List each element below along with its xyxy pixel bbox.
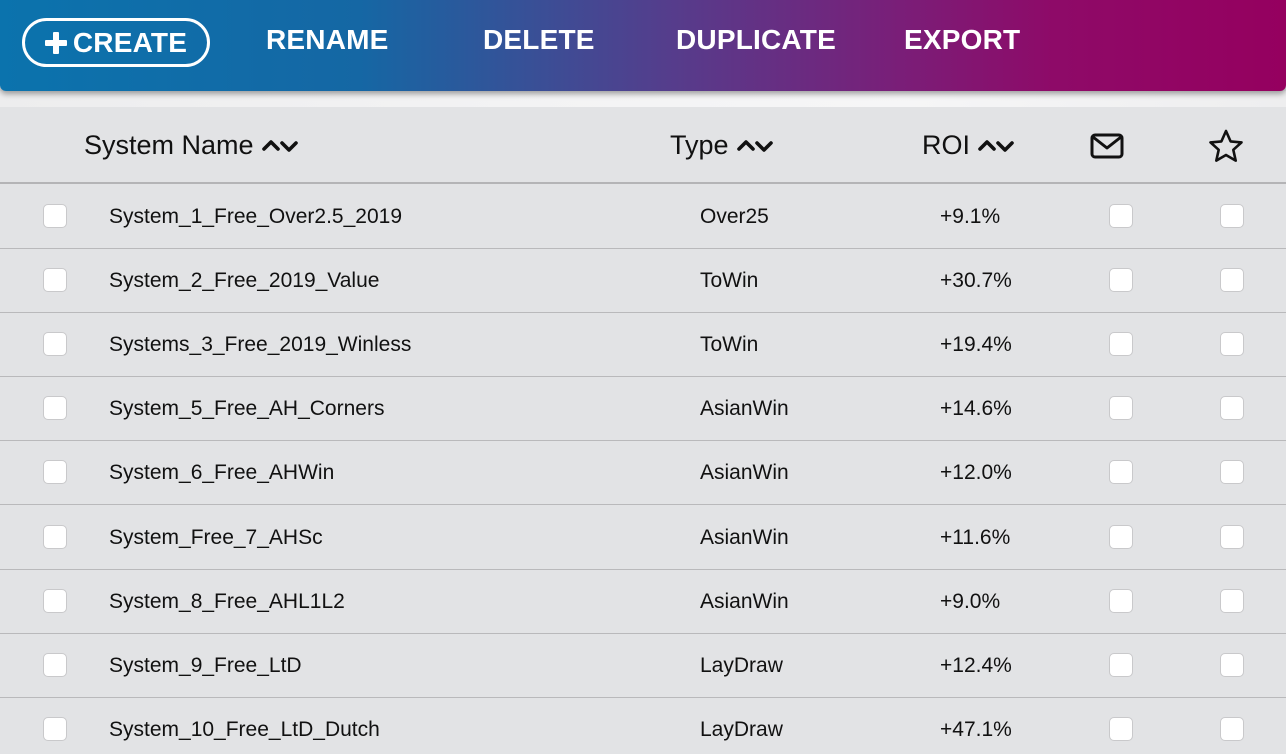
system-type-cell: LayDraw	[700, 717, 783, 741]
column-header-roi-label: ROI	[922, 130, 971, 160]
column-header-name-label: System Name	[84, 130, 254, 160]
system-type-cell: ToWin	[700, 269, 759, 293]
favorite-checkbox[interactable]	[1220, 652, 1244, 677]
sort-icon[interactable]	[978, 138, 1014, 154]
email-alert-checkbox[interactable]	[1109, 652, 1133, 677]
export-button[interactable]: EXPORT	[904, 24, 1021, 55]
roi-cell: +9.0%	[940, 589, 1001, 613]
delete-button[interactable]: DELETE	[483, 24, 595, 55]
email-alert-checkbox[interactable]	[1109, 460, 1133, 485]
email-alert-checkbox[interactable]	[1109, 204, 1133, 228]
favorite-checkbox[interactable]	[1220, 588, 1244, 613]
row-select-checkbox[interactable]	[43, 460, 67, 485]
roi-cell: +14.6%	[940, 397, 1012, 421]
row-select-checkbox[interactable]	[43, 268, 67, 293]
table-header: System Name Type ROI	[0, 107, 1286, 184]
roi-cell: +19.4%	[940, 333, 1012, 357]
column-header-email[interactable]	[1090, 107, 1124, 184]
system-type-cell: Over25	[700, 205, 769, 228]
system-name-cell: System_9_Free_LtD	[109, 653, 302, 677]
system-type-cell: AsianWin	[700, 589, 789, 613]
mail-icon	[1090, 133, 1124, 158]
system-name-cell: System_Free_7_AHSc	[109, 525, 323, 549]
email-alert-checkbox[interactable]	[1109, 588, 1133, 613]
roi-cell: +47.1%	[940, 717, 1012, 741]
system-name-cell: System_1_Free_Over2.5_2019	[109, 205, 403, 228]
favorite-checkbox[interactable]	[1220, 396, 1244, 421]
table-row[interactable]: System_10_Free_LtD_Dutch LayDraw +47.1%	[0, 697, 1286, 754]
favorite-checkbox[interactable]	[1220, 460, 1244, 485]
system-type-cell: LayDraw	[700, 653, 783, 677]
row-select-checkbox[interactable]	[43, 524, 67, 549]
favorite-checkbox[interactable]	[1220, 524, 1244, 549]
system-name-cell: System_2_Free_2019_Value	[109, 269, 380, 293]
table-row[interactable]: System_9_Free_LtD LayDraw +12.4%	[0, 633, 1286, 698]
system-type-cell: AsianWin	[700, 525, 789, 549]
roi-cell: +12.4%	[940, 653, 1012, 677]
table-row[interactable]: Systems_3_Free_2019_Winless ToWin +19.4%	[0, 313, 1286, 378]
row-select-checkbox[interactable]	[43, 716, 67, 741]
roi-cell: +11.6%	[940, 525, 1011, 549]
email-alert-checkbox[interactable]	[1109, 524, 1133, 549]
email-alert-checkbox[interactable]	[1109, 396, 1133, 421]
plus-icon	[44, 31, 67, 54]
system-name-cell: Systems_3_Free_2019_Winless	[109, 333, 412, 357]
roi-cell: +9.1%	[940, 205, 1001, 228]
sort-icon[interactable]	[736, 138, 773, 154]
action-toolbar: CREATE RENAME DELETE DUPLICATE EXPORT	[0, 0, 1286, 91]
sort-icon[interactable]	[261, 138, 298, 154]
favorite-checkbox[interactable]	[1220, 332, 1244, 357]
create-label: CREATE	[72, 26, 188, 58]
system-name-cell: System_8_Free_AHL1L2	[109, 589, 345, 613]
roi-cell: +12.0%	[940, 461, 1012, 485]
toolbar-shadow-strip	[0, 91, 1286, 107]
table-row[interactable]: System_5_Free_AH_Corners AsianWin +14.6%	[0, 377, 1286, 442]
system-type-cell: ToWin	[700, 333, 759, 357]
create-button[interactable]: CREATE	[22, 18, 210, 67]
roi-cell: +30.7%	[940, 269, 1012, 293]
table-row[interactable]: System_2_Free_2019_Value ToWin +30.7%	[0, 249, 1286, 314]
column-header-name[interactable]: System Name	[84, 107, 298, 184]
system-name-cell: System_6_Free_AHWin	[109, 461, 335, 485]
email-alert-checkbox[interactable]	[1109, 716, 1133, 741]
system-type-cell: AsianWin	[700, 461, 789, 485]
favorite-checkbox[interactable]	[1220, 204, 1244, 228]
email-alert-checkbox[interactable]	[1109, 268, 1133, 293]
system-name-cell: System_5_Free_AH_Corners	[109, 397, 385, 421]
column-header-type-label: Type	[670, 130, 729, 160]
row-select-checkbox[interactable]	[43, 588, 67, 613]
favorite-checkbox[interactable]	[1220, 268, 1244, 293]
column-header-roi[interactable]: ROI	[922, 107, 1014, 184]
system-type-cell: AsianWin	[700, 397, 789, 421]
table-row[interactable]: System_6_Free_AHWin AsianWin +12.0%	[0, 441, 1286, 506]
star-icon	[1209, 129, 1243, 162]
rename-button[interactable]: RENAME	[266, 24, 389, 55]
table-row[interactable]: System_8_Free_AHL1L2 AsianWin +9.0%	[0, 569, 1286, 634]
system-name-cell: System_10_Free_LtD_Dutch	[109, 717, 380, 741]
favorite-checkbox[interactable]	[1220, 716, 1244, 741]
column-header-favorite[interactable]	[1208, 107, 1244, 184]
table-row[interactable]: System_Free_7_AHSc AsianWin +11.6%	[0, 505, 1286, 570]
column-header-type[interactable]: Type	[670, 107, 773, 184]
row-select-checkbox[interactable]	[43, 396, 67, 421]
row-select-checkbox[interactable]	[43, 204, 67, 228]
table-row[interactable]: System_1_Free_Over2.5_2019 Over25 +9.1%	[0, 185, 1286, 249]
email-alert-checkbox[interactable]	[1109, 332, 1133, 357]
duplicate-button[interactable]: DUPLICATE	[676, 24, 836, 55]
row-select-checkbox[interactable]	[43, 652, 67, 677]
row-select-checkbox[interactable]	[43, 332, 67, 357]
